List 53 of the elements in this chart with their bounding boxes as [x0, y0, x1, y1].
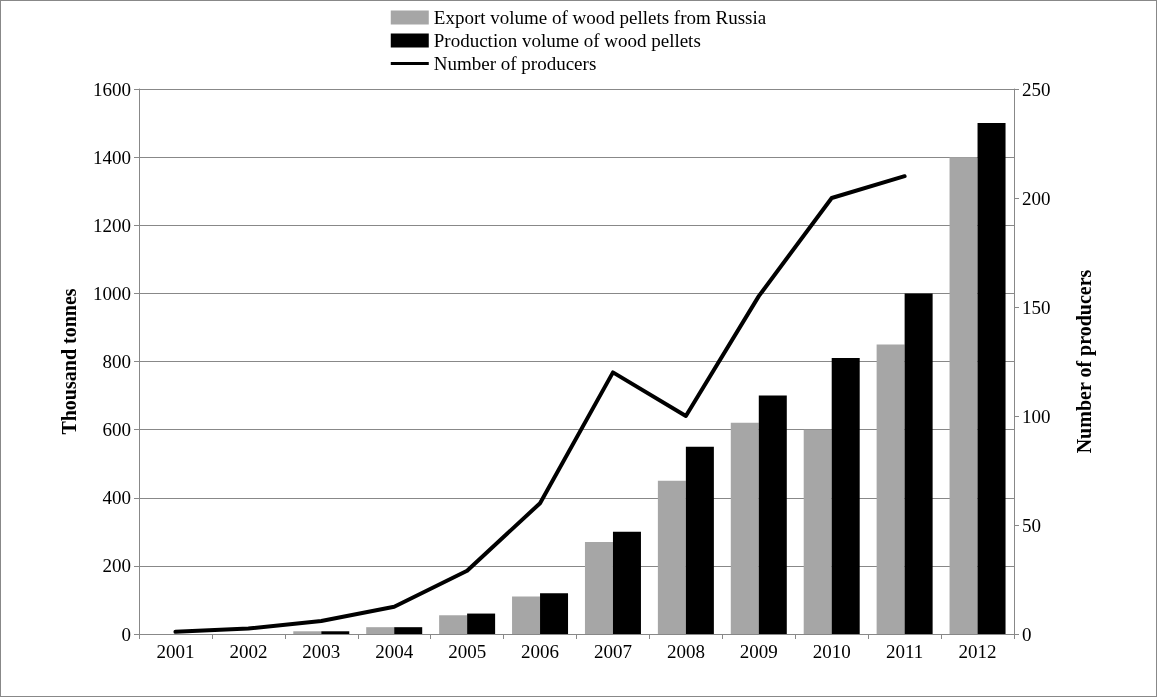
y-tick-label: 400 [102, 487, 131, 509]
y2-tick-label: 150 [1022, 296, 1051, 318]
x-tick-label: 2003 [302, 641, 341, 662]
x-tick-label: 2005 [448, 641, 487, 662]
y-tick-label: 800 [102, 351, 131, 372]
y-axis-title: Thousand tonnes [58, 288, 80, 435]
bar [758, 395, 787, 634]
bar [366, 627, 395, 634]
y-tick-label: 1400 [93, 146, 131, 168]
y2-tick-label: 250 [1022, 78, 1051, 100]
bar [612, 531, 641, 634]
bar [876, 344, 905, 634]
bar [657, 480, 686, 634]
bar [540, 593, 569, 634]
x-tick-label: 2012 [958, 641, 997, 662]
bar [730, 422, 759, 634]
x-tick-label: 2010 [812, 641, 851, 662]
bar [467, 613, 496, 634]
y2-tick-label: 0 [1022, 623, 1032, 645]
y-tick-label: 0 [121, 623, 131, 645]
legend-label: Production volume of wood pellets [433, 30, 701, 51]
bar [904, 293, 933, 634]
line-series [173, 174, 907, 634]
bar [803, 429, 832, 634]
y2-tick-label: 50 [1022, 514, 1041, 536]
bar [394, 627, 423, 634]
legend-label: Export volume of wood pellets from Russia [433, 7, 767, 28]
x-tick-label: 2007 [593, 641, 632, 662]
x-tick-label: 2006 [521, 641, 560, 662]
y2-tick-label: 200 [1022, 187, 1051, 209]
bar [831, 358, 860, 634]
x-tick-label: 2009 [739, 641, 778, 662]
bar [293, 631, 322, 634]
x-tick-label: 2002 [229, 641, 268, 662]
y2-tick-label: 100 [1022, 405, 1051, 427]
bar [512, 596, 541, 634]
x-tick-label: 2004 [375, 641, 414, 662]
bar [949, 157, 978, 634]
bar [439, 615, 468, 634]
bar [685, 446, 714, 634]
y2-axis-title: Number of producers [1073, 269, 1096, 454]
y-tick-label: 600 [102, 419, 131, 441]
x-tick-label: 2011 [885, 641, 924, 662]
legend-label: Number of producers [433, 53, 597, 74]
x-tick-label: 2008 [666, 641, 705, 662]
y-tick-label: 200 [102, 555, 131, 577]
bar [584, 542, 613, 634]
bar [321, 631, 350, 634]
y-tick-label: 1600 [93, 78, 131, 100]
y-tick-label: 1000 [93, 282, 131, 304]
bar [977, 123, 1006, 634]
x-tick-label: 2001 [156, 641, 195, 662]
y-tick-label: 1200 [93, 214, 131, 236]
